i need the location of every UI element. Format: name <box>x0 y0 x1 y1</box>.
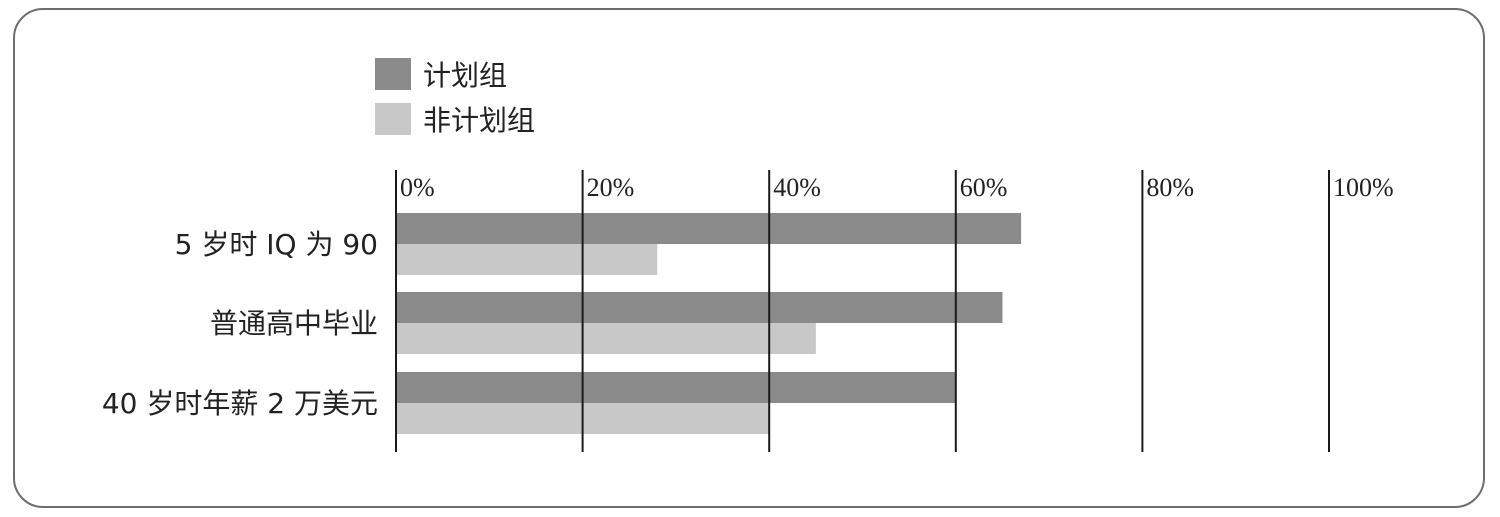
bar-2-0 <box>396 372 956 403</box>
bar-0-0 <box>396 213 1022 244</box>
legend-swatch-1 <box>375 103 411 135</box>
gridlines-layer <box>395 170 1330 452</box>
tick-label-2: 40% <box>773 173 821 202</box>
tick-label-3: 60% <box>960 173 1008 202</box>
category-labels-layer: 5 岁时 IQ 为 90 普通高中毕业 40 岁时年薪 2 万美元 <box>102 228 378 420</box>
legend-label-0: 计划组 <box>423 59 507 92</box>
legend-label-1: 非计划组 <box>423 104 535 137</box>
bar-1-0 <box>396 292 1003 323</box>
tick-label-0: 0% <box>400 173 435 202</box>
bar-0-1 <box>396 244 658 275</box>
tick-label-4: 80% <box>1146 173 1194 202</box>
category-label-2: 40 岁时年薪 2 万美元 <box>102 387 378 420</box>
tick-labels-layer: 0% 20% 40% 60% 80% 100% <box>400 173 1394 202</box>
tick-label-1: 20% <box>587 173 635 202</box>
bars-layer <box>396 213 1022 434</box>
category-label-0: 5 岁时 IQ 为 90 <box>175 228 378 261</box>
legend-swatch-0 <box>375 58 411 90</box>
tick-label-5: 100% <box>1333 173 1394 202</box>
bar-1-1 <box>396 323 816 354</box>
category-label-1: 普通高中毕业 <box>210 307 378 340</box>
